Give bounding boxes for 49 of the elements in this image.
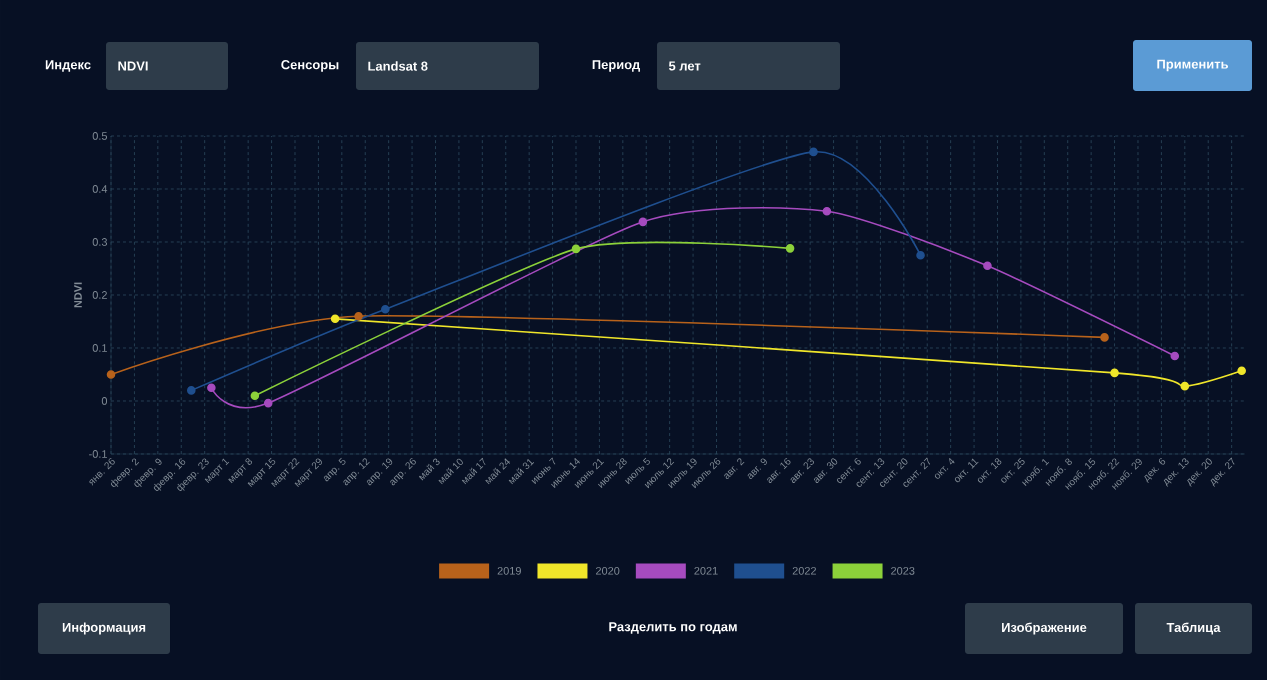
point (571, 244, 581, 254)
point (1170, 351, 1180, 361)
text: Период (592, 60, 640, 72)
y-tick-label: -0.1 (89, 450, 107, 458)
y-axis-title: NDVI (74, 282, 82, 308)
legend-label: 2019 (497, 566, 521, 575)
text: Изображение (1002, 622, 1087, 635)
y-tick-label: 0.5 (92, 132, 108, 140)
point (263, 398, 273, 408)
text: Разделить по годам (609, 622, 737, 634)
text: NDVI (118, 61, 148, 71)
point (916, 250, 925, 260)
x-tick-label: авг. 2 (724, 458, 745, 480)
point (1237, 366, 1246, 376)
y-tick-label: 0.3 (92, 238, 108, 246)
point (354, 311, 363, 321)
text: Сенсоры (281, 60, 339, 72)
text: Таблица (1166, 622, 1221, 635)
legend-label: 2020 (596, 566, 620, 575)
text: Применить (1157, 59, 1229, 72)
point (1110, 368, 1119, 378)
y-tick-label: 0.1 (92, 344, 107, 352)
point (822, 206, 832, 216)
point (250, 391, 260, 400)
x-tick-label: окт. 18 (977, 458, 1002, 483)
point (638, 217, 648, 227)
text: 5 лет (668, 61, 701, 71)
point (785, 244, 795, 253)
x-tick-label: авг. 23 (790, 458, 815, 483)
legend-label: 2023 (891, 566, 915, 575)
point (381, 305, 390, 314)
x-tick-label: авг. 16 (767, 458, 791, 483)
y-tick-label: 0.2 (92, 291, 107, 299)
point (1100, 333, 1109, 342)
legend-label: 2022 (792, 566, 817, 575)
text: Индекс (45, 60, 91, 72)
legend-label: 2021 (694, 566, 718, 575)
text: Landsat 8 (368, 61, 428, 71)
x-tick-label: окт. 11 (954, 458, 979, 483)
x-tick-label: окт. 4 (934, 457, 955, 479)
point (809, 147, 818, 157)
text: Информация (62, 622, 146, 635)
point (983, 261, 992, 271)
x-tick-label: авг. 30 (814, 458, 838, 483)
x-tick-label: авг. 9 (747, 458, 767, 480)
point (1180, 381, 1190, 391)
point (330, 314, 340, 324)
y-tick-label: 0.4 (92, 185, 108, 193)
y-tick-label: 0 (101, 397, 108, 405)
